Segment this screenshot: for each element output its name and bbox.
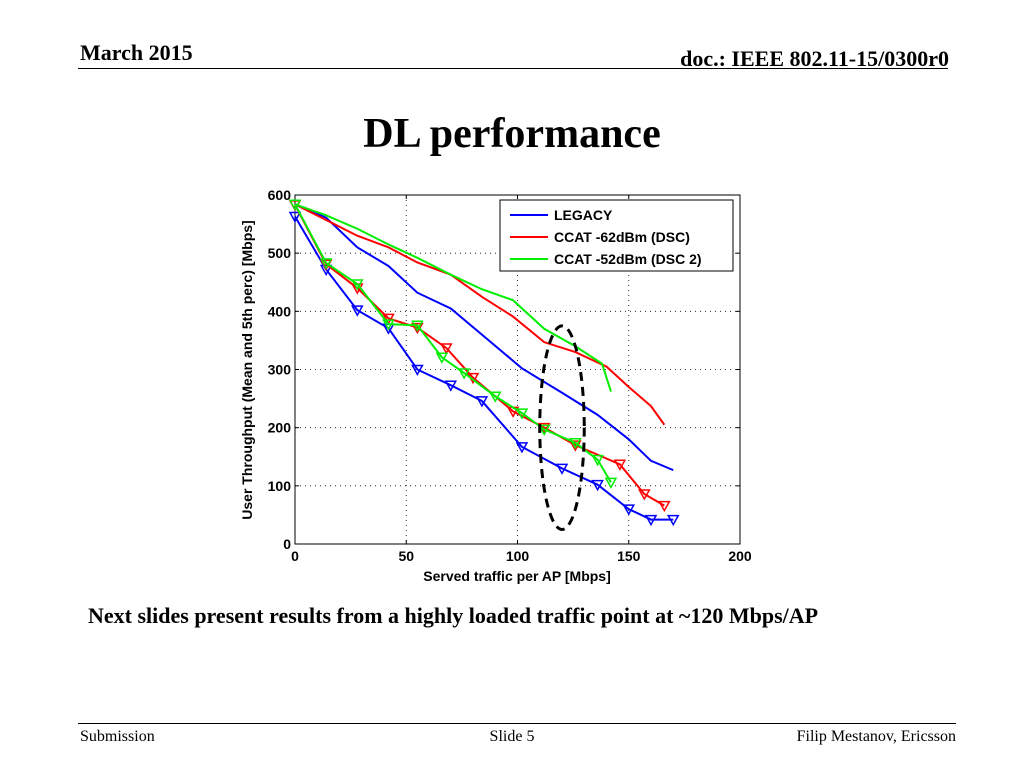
series-0 (288, 203, 680, 527)
y-tick-label: 0 (283, 536, 291, 552)
footer-author: Filip Mestanov, Ericsson (796, 728, 956, 745)
chart-legend: LEGACY CCAT -62dBm (DSC) CCAT -52dBm (DSC … (499, 199, 734, 272)
series-marker (288, 199, 302, 211)
y-tick-label: 400 (268, 303, 292, 319)
legend-label: LEGACY (554, 207, 613, 223)
series-marker (488, 391, 502, 403)
series-marker (555, 463, 569, 475)
legend-label: CCAT -52dBm (DSC 2) (554, 251, 702, 267)
chart-ticks: 0 50 100 150 200 0 100 200 300 400 500 600 (268, 187, 752, 564)
y-axis-label: User Throughput (Mean and 5th perc) [Mbp… (239, 220, 255, 519)
series-mean-line (294, 203, 674, 472)
series-marker (351, 279, 364, 291)
series-marker (666, 514, 680, 527)
x-tick-label: 0 (291, 548, 299, 564)
series-marker (435, 352, 449, 364)
y-tick-label: 500 (268, 245, 292, 261)
header-divider (78, 68, 948, 69)
series-marker (411, 320, 424, 332)
series-marker (569, 438, 582, 450)
series-marker (638, 489, 651, 501)
header-date: March 2015 (80, 40, 193, 65)
series-marker (440, 343, 453, 355)
series-mean-line (294, 203, 612, 392)
y-tick-label: 100 (268, 478, 292, 494)
series-marker (515, 408, 529, 420)
slide-title: DL performance (363, 111, 661, 157)
y-tick-label: 600 (268, 187, 292, 203)
body-text: Next slides present results from a highl… (88, 603, 819, 628)
series-marker (537, 424, 551, 436)
x-tick-label: 100 (506, 548, 530, 564)
series-marker (475, 396, 489, 408)
x-tick-label: 200 (728, 548, 752, 564)
throughput-chart: 0 50 100 150 200 0 100 200 300 400 500 600 LEGACY CC… (239, 187, 752, 584)
footer-divider (78, 723, 956, 724)
series-marker (351, 305, 364, 317)
series-marker (515, 442, 529, 454)
series-marker (411, 364, 424, 377)
footer-slide-number: Slide 5 (489, 728, 535, 745)
series-marker (382, 313, 395, 325)
header-doc-id: doc.: IEEE 802.11-15/0300r0 (680, 46, 949, 71)
chart-annotation (538, 324, 586, 531)
series-p5-line (294, 203, 612, 483)
chart-series (288, 199, 680, 527)
highlight-ellipse (538, 324, 586, 531)
series-marker (591, 454, 604, 467)
x-tick-label: 150 (617, 548, 641, 564)
series-marker (622, 504, 636, 516)
series-marker (591, 479, 604, 492)
series-marker (604, 477, 618, 489)
series-marker (658, 500, 671, 513)
y-tick-label: 300 (268, 362, 292, 378)
series-p5-line (294, 216, 674, 521)
series-mean-line (294, 203, 666, 426)
series-marker (444, 380, 458, 392)
legend-label: CCAT -62dBm (DSC) (554, 229, 690, 245)
footer-left: Submission (80, 728, 155, 745)
y-tick-label: 200 (268, 420, 292, 436)
series-marker (457, 368, 471, 380)
series-marker (644, 514, 658, 527)
series-marker (319, 258, 333, 270)
series-2 (288, 199, 618, 489)
series-marker (613, 459, 627, 471)
series-marker (288, 211, 302, 224)
x-axis-label: Served traffic per AP [Mbps] (423, 568, 611, 584)
x-tick-label: 50 (398, 548, 414, 564)
series-marker (382, 319, 395, 331)
